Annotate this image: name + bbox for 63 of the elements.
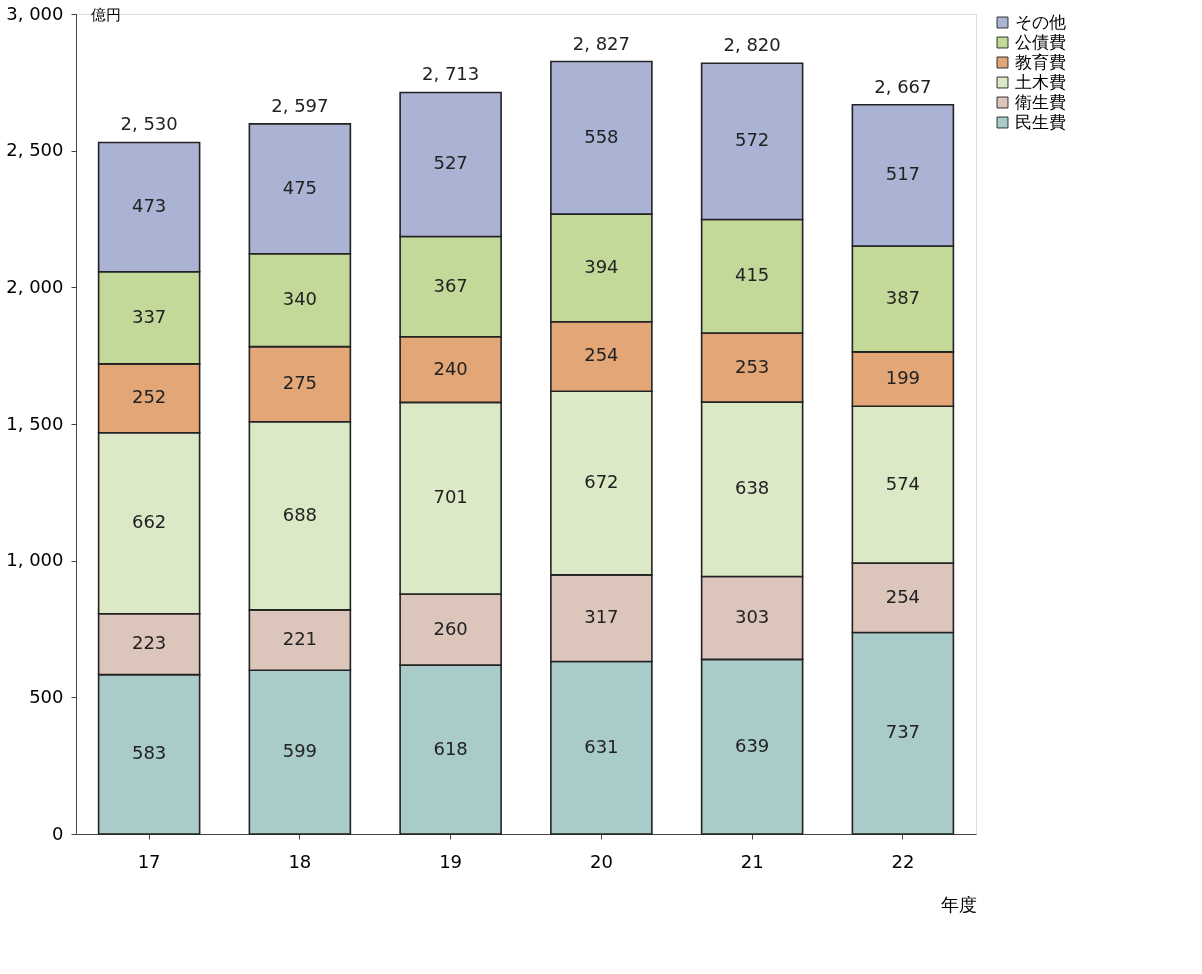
y-axis-title: 億円: [90, 5, 121, 24]
data-label: 638: [734, 477, 770, 499]
data-label: 340: [282, 288, 318, 310]
y-tick-label: 2, 000: [6, 275, 64, 297]
legend-label: 教育費: [1015, 51, 1066, 72]
x-tick-label: 19: [439, 850, 463, 872]
data-label: 367: [433, 274, 468, 296]
y-tick-label: 2, 500: [6, 139, 64, 161]
data-label: 672: [584, 471, 619, 493]
data-label: 252: [131, 386, 167, 408]
data-label: 275: [282, 372, 318, 394]
x-axis-title: 年度: [940, 893, 977, 915]
y-tick-label: 3, 000: [6, 2, 64, 24]
x-tick-label: 18: [288, 850, 312, 872]
data-label: 737: [885, 721, 921, 743]
total-label: 2, 597: [271, 94, 329, 116]
data-label: 303: [734, 605, 770, 627]
data-label: 517: [885, 163, 921, 185]
data-label: 260: [433, 617, 468, 639]
data-label: 254: [885, 585, 921, 607]
legend-label: 民生費: [1015, 111, 1066, 132]
data-label: 254: [584, 344, 619, 366]
total-label: 2, 667: [874, 75, 932, 97]
data-label: 631: [584, 735, 619, 757]
y-tick-label: 500: [29, 685, 64, 707]
x-tick-label: 20: [589, 850, 613, 872]
data-label: 701: [433, 486, 468, 508]
data-label: 223: [131, 632, 167, 654]
data-label: 199: [885, 367, 921, 389]
data-label: 317: [584, 606, 619, 628]
legend-label: 土木費: [1015, 71, 1066, 92]
data-label: 583: [131, 742, 167, 764]
legend-label: 衛生費: [1015, 91, 1066, 112]
data-label: 599: [282, 740, 318, 762]
y-tick-label: 1, 500: [6, 412, 64, 434]
y-tick-label: 1, 000: [6, 549, 64, 571]
data-label: 221: [282, 628, 318, 650]
data-label: 253: [734, 355, 770, 377]
y-tick-label: 0: [52, 822, 64, 844]
total-label: 2, 530: [120, 113, 178, 135]
legend-label: その他: [1015, 11, 1066, 32]
total-label: 2, 820: [723, 34, 781, 56]
data-label: 618: [433, 737, 468, 759]
legend-label: 公債費: [1015, 31, 1066, 52]
data-label: 473: [131, 195, 167, 217]
data-label: 240: [433, 357, 468, 379]
data-label: 688: [282, 503, 318, 525]
data-label: 415: [734, 264, 770, 286]
data-label: 639: [734, 734, 770, 756]
x-tick-label: 17: [137, 850, 161, 872]
data-label: 558: [584, 125, 619, 147]
total-label: 2, 713: [421, 63, 480, 85]
x-tick-label: 21: [740, 850, 764, 872]
data-label: 394: [584, 255, 619, 277]
data-label: 572: [734, 129, 770, 151]
data-label: 475: [282, 176, 318, 198]
data-label: 387: [885, 286, 921, 308]
data-label: 527: [433, 152, 468, 174]
total-label: 2, 827: [572, 32, 631, 54]
data-label: 662: [131, 511, 167, 533]
x-tick-label: 22: [891, 850, 915, 872]
data-label: 337: [131, 305, 167, 327]
data-label: 574: [885, 472, 921, 494]
